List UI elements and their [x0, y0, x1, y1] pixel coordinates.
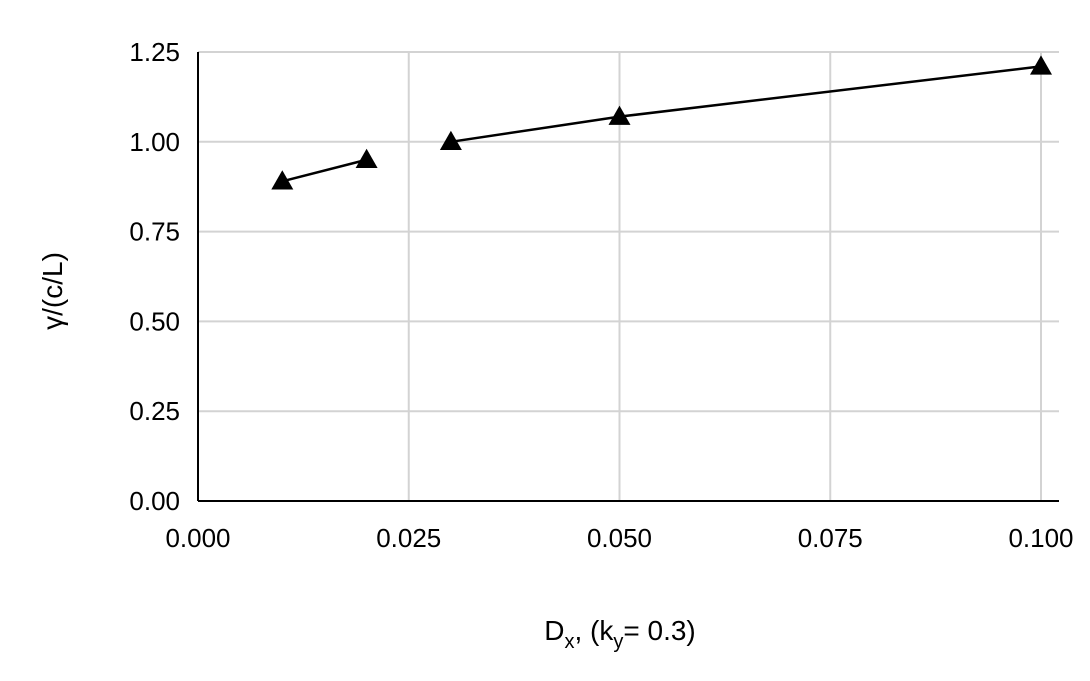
y-tick-label: 0.75 [129, 217, 180, 247]
x-tick-label: 0.100 [1008, 523, 1073, 553]
y-tick-label: 0.25 [129, 396, 180, 426]
y-tick-label: 1.00 [129, 127, 180, 157]
series [271, 55, 1052, 190]
y-axis-label: γ/(c/L) [37, 252, 68, 330]
x-tick-label: 0.000 [165, 523, 230, 553]
x-tick-label: 0.075 [798, 523, 863, 553]
data-point-marker [355, 148, 378, 169]
data-point-marker [271, 170, 294, 190]
x-axis-label: Dx, (ky= 0.3) [544, 615, 696, 653]
grid [198, 51, 1059, 501]
tick-labels: 0.00 0.25 0.50 0.75 1.00 1.25 0.000 0.025 0.050 0… [129, 37, 1073, 553]
x-tick-label: 0.050 [587, 523, 652, 553]
x-axis-label-tail: = 0.3) [623, 615, 695, 646]
x-axis-label-k-sub: y [613, 631, 623, 653]
series-line [281, 158, 367, 183]
x-axis-label-d-sub: x [564, 631, 574, 653]
axes [197, 52, 1059, 502]
data-point-marker [439, 130, 462, 151]
data-point-marker [608, 105, 631, 125]
x-axis-label-mid: , (k [574, 615, 614, 646]
y-tick-label: 0.50 [129, 306, 180, 336]
y-tick-label: 1.25 [129, 37, 180, 67]
series-line [450, 65, 1042, 144]
y-tick-label: 0.00 [129, 486, 180, 516]
x-tick-label: 0.025 [376, 523, 441, 553]
x-axis-label-d: D [544, 615, 564, 646]
data-point-marker [1030, 55, 1052, 75]
